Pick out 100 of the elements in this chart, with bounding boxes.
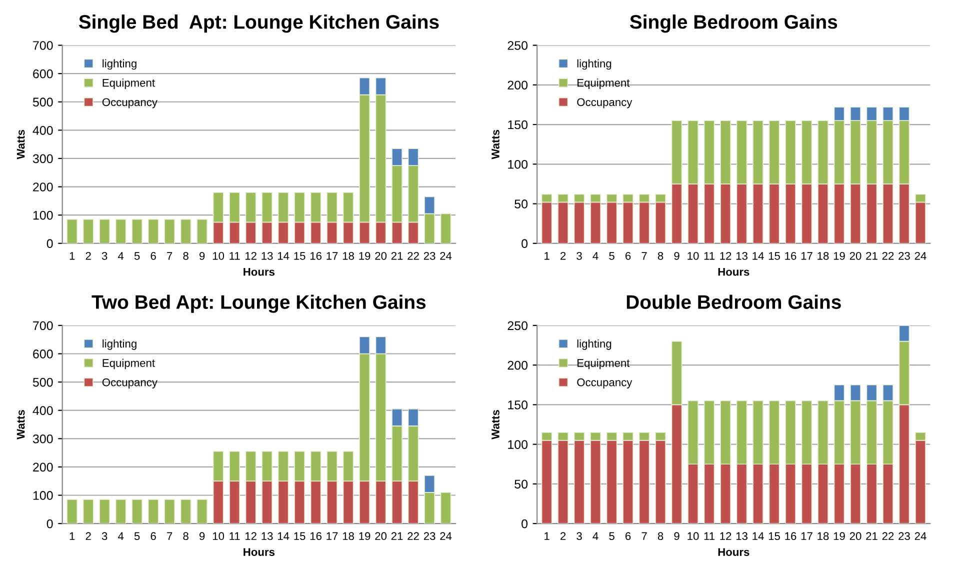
x-tick-label: 7	[642, 252, 647, 260]
x-tick-label: 16	[785, 252, 796, 260]
x-tick-label: 12	[245, 532, 256, 540]
legend-label: Equipment	[578, 78, 630, 89]
x-tick-label: 18	[342, 252, 354, 260]
x-tick-label: 12	[245, 252, 256, 260]
x-tick-label: 23	[898, 252, 910, 260]
y-tick-label: 200	[508, 80, 528, 90]
bar	[115, 499, 126, 524]
x-tick-label: 4	[592, 532, 598, 540]
legend-label: lighting	[577, 59, 612, 70]
x-tick-label: 3	[102, 252, 108, 260]
x-tick-label: 2	[86, 532, 91, 540]
x-tick-label: 22	[408, 252, 419, 260]
x-tick-label: 19	[834, 252, 845, 260]
x-tick-label: 7	[167, 532, 172, 540]
y-tick-label: 200	[33, 462, 53, 472]
legend-label: lighting	[577, 339, 612, 350]
x-tick-label: 8	[658, 252, 664, 260]
x-tick-label: 10	[212, 252, 224, 260]
x-tick-label: 11	[230, 532, 240, 540]
legend-label: Occupancy	[577, 378, 632, 388]
legend-label: Equipment	[102, 78, 155, 89]
x-tick-label: 6	[626, 532, 631, 540]
x-tick-label: 17	[801, 252, 812, 260]
x-tick-label: 17	[326, 532, 338, 540]
y-tick-label: 0	[522, 519, 528, 528]
x-tick-label: 20	[850, 532, 862, 540]
bar	[99, 218, 110, 244]
y-tick-label: 0	[522, 239, 528, 248]
x-tick-label: 15	[294, 532, 306, 540]
chart-title: Double Bedroom Gains	[626, 294, 841, 309]
x-tick-label: 6	[150, 532, 156, 540]
bar	[148, 499, 159, 524]
bar	[440, 492, 452, 524]
chart-title: Single Bedroom Gains	[630, 14, 838, 33]
x-tick-label: 21	[391, 252, 403, 260]
x-tick-label: 2	[560, 532, 566, 540]
x-tick-label: 8	[183, 532, 188, 540]
x-tick-label: 8	[658, 532, 664, 540]
legend-label: Occupancy	[102, 98, 158, 108]
x-tick-label: 20	[375, 532, 387, 540]
legend-label: Occupancy	[102, 378, 158, 388]
y-axis-title: Watts	[16, 410, 25, 440]
x-tick-label: 9	[674, 532, 680, 540]
x-tick-label: 23	[424, 532, 436, 540]
chart-title: Two Bed Apt: Lounge Kitchen Gains	[92, 294, 426, 313]
bar	[132, 499, 143, 524]
x-tick-label: 6	[626, 252, 631, 260]
legend-label: Equipment	[578, 358, 630, 370]
y-tick-label: 300	[32, 154, 53, 164]
x-tick-label: 3	[576, 252, 582, 260]
y-tick-label: 100	[508, 440, 528, 449]
bar	[132, 218, 143, 244]
x-tick-label: 1	[544, 532, 550, 540]
x-tick-label: 13	[736, 532, 748, 540]
x-tick-label: 19	[834, 532, 845, 540]
x-tick-label: 24	[440, 252, 452, 260]
y-tick-label: 600	[33, 350, 53, 358]
bar	[82, 218, 94, 244]
x-tick-label: 22	[882, 532, 894, 540]
bar	[66, 499, 78, 524]
x-tick-label: 3	[576, 532, 582, 540]
x-tick-label: 16	[310, 532, 322, 540]
x-tick-label: 10	[688, 532, 699, 540]
x-tick-label: 5	[609, 252, 614, 260]
bar	[180, 218, 192, 244]
bar	[164, 499, 176, 524]
y-tick-label: 700	[33, 41, 53, 50]
x-tick-label: 1	[70, 532, 75, 540]
bar	[196, 499, 208, 524]
y-tick-label: 0	[46, 519, 53, 528]
y-tick-label: 100	[508, 160, 528, 169]
x-tick-label: 23	[898, 532, 910, 540]
x-tick-label: 15	[768, 252, 780, 260]
x-tick-label: 18	[342, 532, 354, 540]
x-tick-label: 24	[914, 252, 926, 260]
y-tick-label: 600	[33, 69, 53, 78]
x-tick-label: 24	[914, 532, 926, 540]
y-tick-label: 0	[46, 239, 53, 248]
x-tick-label: 19	[359, 252, 370, 260]
x-tick-label: 12	[720, 252, 732, 260]
x-tick-label: 2	[86, 252, 91, 260]
legend-label: Equipment	[102, 358, 155, 370]
x-axis-title: Hours	[718, 548, 750, 556]
x-tick-label: 13	[262, 532, 273, 540]
x-tick-label: 16	[785, 532, 796, 540]
x-tick-label: 4	[118, 532, 124, 540]
x-tick-label: 14	[278, 532, 290, 540]
y-tick-label: 400	[32, 126, 53, 135]
bar	[148, 218, 159, 244]
x-tick-label: 20	[850, 252, 862, 260]
x-tick-label: 10	[212, 532, 224, 540]
x-tick-label: 13	[736, 252, 748, 260]
y-tick-label: 200	[33, 182, 53, 192]
x-tick-label: 11	[230, 252, 240, 260]
x-tick-label: 5	[609, 532, 614, 540]
x-tick-label: 14	[278, 252, 290, 260]
x-tick-label: 6	[150, 252, 156, 260]
x-tick-label: 11	[704, 252, 714, 260]
